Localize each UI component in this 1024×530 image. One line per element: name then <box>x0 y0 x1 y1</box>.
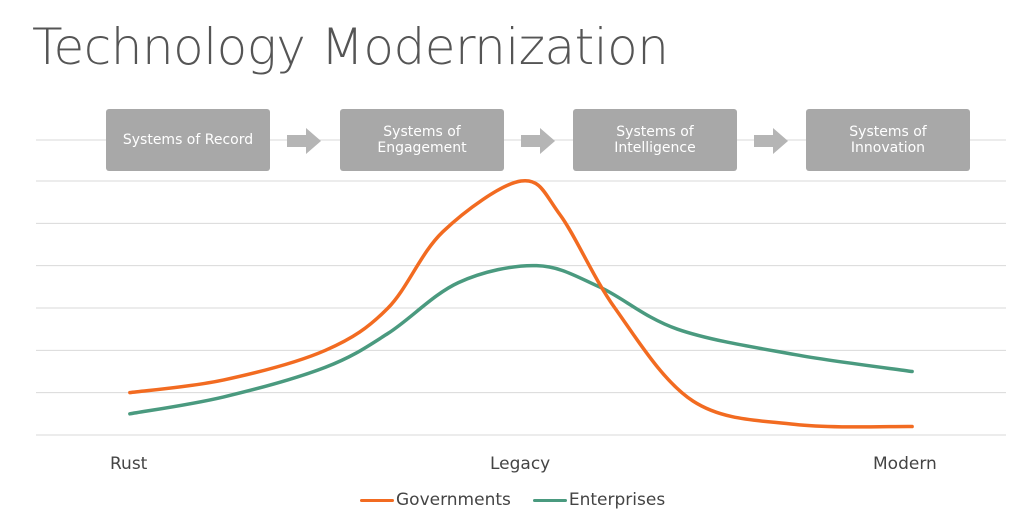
stage-systems-of-innovation: Systems of Innovation <box>806 109 970 171</box>
stage-label: Systems of Record <box>122 132 254 148</box>
legend-item-governments: Governments <box>360 490 511 510</box>
stage-label: Systems of Engagement <box>377 124 467 156</box>
arrow-right-icon <box>754 128 788 154</box>
stage-systems-of-record: Systems of Record <box>106 109 270 171</box>
x-tick-label: Modern <box>873 454 937 474</box>
series-line-enterprises <box>128 263 914 416</box>
legend-swatch <box>360 498 394 502</box>
arrow-right-icon <box>287 128 321 154</box>
gridlines <box>36 139 1006 436</box>
stage-systems-of-intelligence: Systems of Intelligence <box>573 109 737 171</box>
series-lines <box>128 179 914 429</box>
legend-swatch <box>532 498 567 502</box>
x-tick-label: Rust <box>110 454 148 474</box>
legend-label: Enterprises <box>568 490 666 510</box>
stage-systems-of-engagement: Systems of Engagement <box>340 109 504 171</box>
arrow-right-icon <box>521 128 555 154</box>
legend-label: Governments <box>396 490 511 510</box>
stage-label: Systems of Intelligence <box>614 124 696 156</box>
page-title: Technology Modernization <box>32 18 669 76</box>
series-line-governments <box>128 179 914 429</box>
legend: Governments Enterprises <box>360 490 687 510</box>
legend-item-enterprises: Enterprises <box>532 490 666 510</box>
x-tick-label: Legacy <box>490 454 551 474</box>
stage-label: Systems of Innovation <box>849 124 927 156</box>
